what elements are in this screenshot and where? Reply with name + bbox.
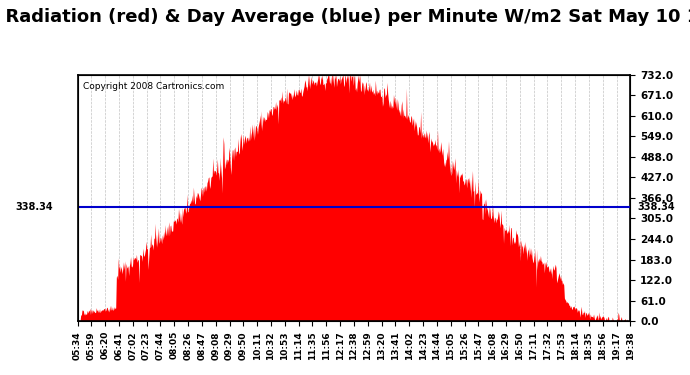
Text: 338.34: 338.34	[15, 202, 52, 212]
Text: Copyright 2008 Cartronics.com: Copyright 2008 Cartronics.com	[83, 82, 224, 91]
Text: 338.34: 338.34	[638, 202, 675, 212]
Text: Solar Radiation (red) & Day Average (blue) per Minute W/m2 Sat May 10 19:49: Solar Radiation (red) & Day Average (blu…	[0, 8, 690, 26]
